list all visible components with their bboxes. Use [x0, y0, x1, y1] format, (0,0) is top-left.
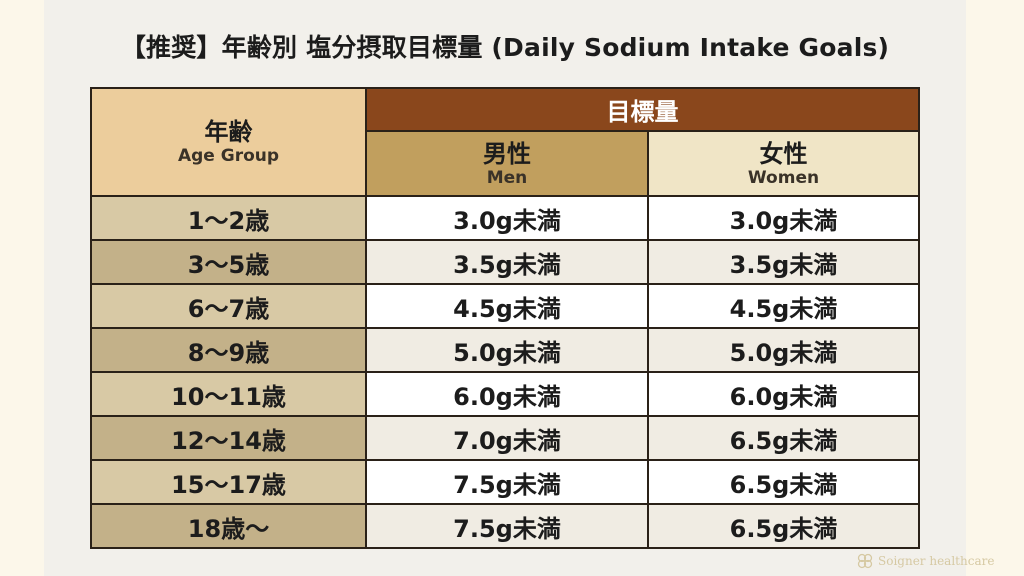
table-row: 1〜2歳 3.0g未満 3.0g未満 [90, 195, 920, 241]
women-cell: 3.0g未満 [647, 195, 920, 241]
table-row: 8〜9歳 5.0g未満 5.0g未満 [90, 327, 920, 373]
women-cell: 4.5g未満 [647, 283, 920, 329]
watermark-text: Soigner healthcare [878, 554, 995, 568]
knot-icon [857, 553, 873, 569]
sodium-goal-table: 年齢 Age Group 目標量 男性 Men 女性 Women 1〜2歳 3.0… [90, 87, 920, 549]
table-row: 3〜5歳 3.5g未満 3.5g未満 [90, 239, 920, 285]
men-header-en: Men [486, 167, 528, 188]
women-cell: 6.5g未満 [647, 459, 920, 505]
men-cell: 5.0g未満 [365, 327, 649, 373]
age-cell: 15〜17歳 [90, 459, 367, 505]
men-cell: 4.5g未満 [365, 283, 649, 329]
table-row: 10〜11歳 6.0g未満 6.0g未満 [90, 371, 920, 417]
age-cell: 6〜7歳 [90, 283, 367, 329]
age-cell: 12〜14歳 [90, 415, 367, 461]
women-cell: 6.5g未満 [647, 503, 920, 549]
men-header-ja: 男性 [483, 139, 531, 168]
women-header: 女性 Women [647, 130, 920, 197]
table-row: 6〜7歳 4.5g未満 4.5g未満 [90, 283, 920, 329]
table-row: 18歳〜 7.5g未満 6.5g未満 [90, 503, 920, 549]
watermark-logo: Soigner healthcare [856, 552, 994, 570]
women-header-en: Women [747, 167, 820, 188]
men-cell: 7.5g未満 [365, 459, 649, 505]
table-row: 15〜17歳 7.5g未満 6.5g未満 [90, 459, 920, 505]
men-cell: 3.5g未満 [365, 239, 649, 285]
age-cell: 8〜9歳 [90, 327, 367, 373]
goal-header: 目標量 [365, 87, 920, 132]
women-cell: 3.5g未満 [647, 239, 920, 285]
age-cell: 3〜5歳 [90, 239, 367, 285]
page-title: 【推奨】年齢別 塩分摂取目標量 (Daily Sodium Intake Goa… [120, 33, 890, 62]
age-cell: 1〜2歳 [90, 195, 367, 241]
men-cell: 7.0g未満 [365, 415, 649, 461]
men-cell: 6.0g未満 [365, 371, 649, 417]
women-cell: 6.5g未満 [647, 415, 920, 461]
age-cell: 18歳〜 [90, 503, 367, 549]
age-header-ja: 年齢 [204, 118, 253, 146]
women-header-ja: 女性 [759, 139, 808, 168]
age-group-header: 年齢 Age Group [90, 87, 367, 197]
women-cell: 6.0g未満 [647, 371, 920, 417]
men-cell: 7.5g未満 [365, 503, 649, 549]
men-header: 男性 Men [365, 130, 649, 197]
age-cell: 10〜11歳 [90, 371, 367, 417]
men-cell: 3.0g未満 [365, 195, 649, 241]
women-cell: 5.0g未満 [647, 327, 920, 373]
age-header-en: Age Group [177, 146, 280, 166]
table-row: 12〜14歳 7.0g未満 6.5g未満 [90, 415, 920, 461]
